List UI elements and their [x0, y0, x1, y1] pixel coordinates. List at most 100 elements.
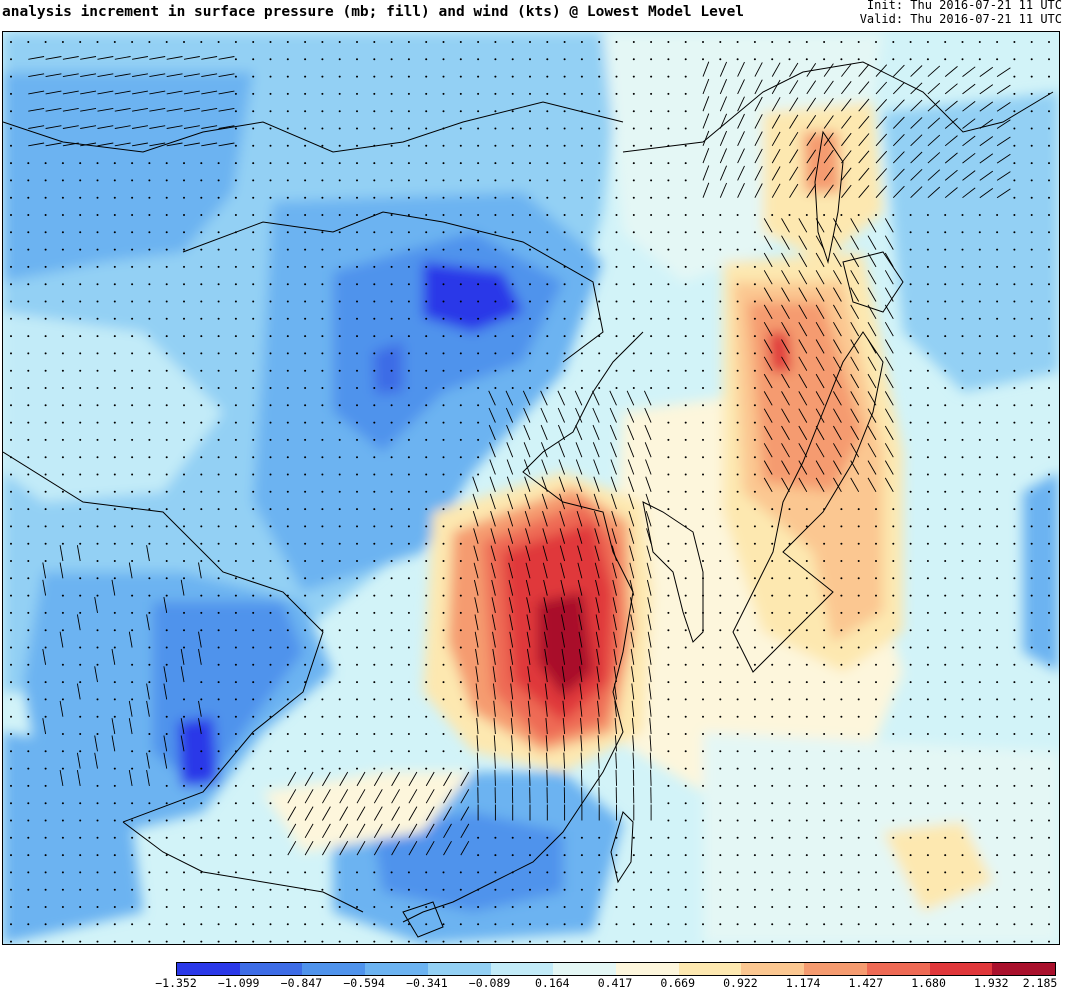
calm-wind-point	[581, 76, 583, 78]
calm-wind-point	[45, 889, 47, 891]
calm-wind-point	[1031, 923, 1033, 925]
calm-wind-point	[270, 335, 272, 337]
calm-wind-point	[685, 854, 687, 856]
calm-wind-point	[737, 889, 739, 891]
calm-wind-point	[858, 889, 860, 891]
calm-wind-point	[598, 941, 600, 943]
calm-wind-point	[789, 854, 791, 856]
calm-wind-point	[443, 525, 445, 527]
calm-wind-point	[702, 456, 704, 458]
calm-wind-point	[148, 871, 150, 873]
wind-barb	[576, 425, 582, 440]
calm-wind-point	[633, 318, 635, 320]
wind-barb	[542, 460, 548, 475]
calm-wind-point	[356, 162, 358, 164]
map-panel[interactable]	[2, 31, 1060, 945]
calm-wind-point	[373, 231, 375, 233]
wind-barb	[868, 236, 876, 250]
calm-wind-point	[304, 110, 306, 112]
calm-wind-point	[702, 871, 704, 873]
calm-wind-point	[1013, 335, 1015, 337]
calm-wind-point	[616, 266, 618, 268]
calm-wind-point	[131, 283, 133, 285]
calm-wind-point	[460, 629, 462, 631]
calm-wind-point	[650, 318, 652, 320]
calm-wind-point	[633, 889, 635, 891]
calm-wind-point	[806, 889, 808, 891]
calm-wind-point	[148, 525, 150, 527]
calm-wind-point	[200, 785, 202, 787]
calm-wind-point	[27, 768, 29, 770]
calm-wind-point	[460, 750, 462, 752]
calm-wind-point	[1013, 733, 1015, 735]
calm-wind-point	[702, 577, 704, 579]
calm-wind-point	[27, 283, 29, 285]
calm-wind-point	[1048, 820, 1050, 822]
calm-wind-point	[252, 283, 254, 285]
calm-wind-point	[979, 577, 981, 579]
calm-wind-point	[840, 837, 842, 839]
calm-wind-point	[218, 249, 220, 251]
calm-wind-point	[183, 941, 185, 943]
calm-wind-point	[62, 906, 64, 908]
calm-wind-point	[148, 941, 150, 943]
calm-wind-point	[910, 283, 912, 285]
calm-wind-point	[927, 387, 929, 389]
calm-wind-point	[754, 802, 756, 804]
calm-wind-point	[1048, 560, 1050, 562]
calm-wind-point	[321, 162, 323, 164]
calm-wind-point	[823, 612, 825, 614]
calm-wind-point	[148, 301, 150, 303]
calm-wind-point	[148, 923, 150, 925]
calm-wind-point	[650, 266, 652, 268]
calm-wind-point	[114, 197, 116, 199]
calm-wind-point	[166, 820, 168, 822]
calm-wind-point	[408, 128, 410, 130]
calm-wind-point	[1031, 439, 1033, 441]
calm-wind-point	[235, 93, 237, 95]
calm-wind-point	[944, 629, 946, 631]
calm-wind-point	[840, 871, 842, 873]
calm-wind-point	[806, 768, 808, 770]
calm-wind-point	[875, 854, 877, 856]
calm-wind-point	[546, 128, 548, 130]
calm-wind-point	[183, 716, 185, 718]
calm-wind-point	[529, 923, 531, 925]
calm-wind-point	[667, 110, 669, 112]
calm-wind-point	[62, 197, 64, 199]
calm-wind-point	[546, 906, 548, 908]
calm-wind-point	[737, 318, 739, 320]
calm-wind-point	[425, 681, 427, 683]
calm-wind-point	[806, 214, 808, 216]
calm-wind-point	[321, 197, 323, 199]
calm-wind-point	[27, 249, 29, 251]
calm-wind-point	[685, 647, 687, 649]
calm-wind-point	[235, 664, 237, 666]
calm-wind-point	[235, 906, 237, 908]
calm-wind-point	[131, 456, 133, 458]
wind-barb	[885, 236, 893, 250]
calm-wind-point	[996, 266, 998, 268]
calm-wind-point	[685, 577, 687, 579]
calm-wind-point	[45, 422, 47, 424]
calm-wind-point	[287, 923, 289, 925]
calm-wind-point	[304, 871, 306, 873]
calm-wind-point	[252, 422, 254, 424]
calm-wind-point	[754, 352, 756, 354]
calm-wind-point	[218, 716, 220, 718]
calm-wind-point	[685, 76, 687, 78]
calm-wind-point	[996, 422, 998, 424]
colorbar-segment	[365, 963, 428, 975]
calm-wind-point	[598, 93, 600, 95]
calm-wind-point	[633, 387, 635, 389]
calm-wind-point	[1048, 404, 1050, 406]
calm-wind-point	[166, 716, 168, 718]
calm-wind-point	[391, 145, 393, 147]
calm-wind-point	[356, 318, 358, 320]
calm-wind-point	[287, 197, 289, 199]
calm-wind-point	[546, 179, 548, 181]
calm-wind-point	[270, 768, 272, 770]
calm-wind-point	[218, 698, 220, 700]
calm-wind-point	[321, 560, 323, 562]
calm-wind-point	[685, 58, 687, 60]
